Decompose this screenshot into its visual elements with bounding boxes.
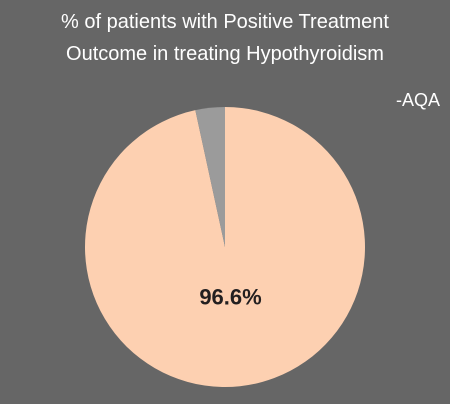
annotation: -AQA [395,90,440,110]
data-label: 96.6% [199,284,261,309]
chart-title: % of patients with Positive Treatment Ou… [61,11,389,65]
pie-slice [85,107,365,388]
pie-slice [195,107,225,247]
